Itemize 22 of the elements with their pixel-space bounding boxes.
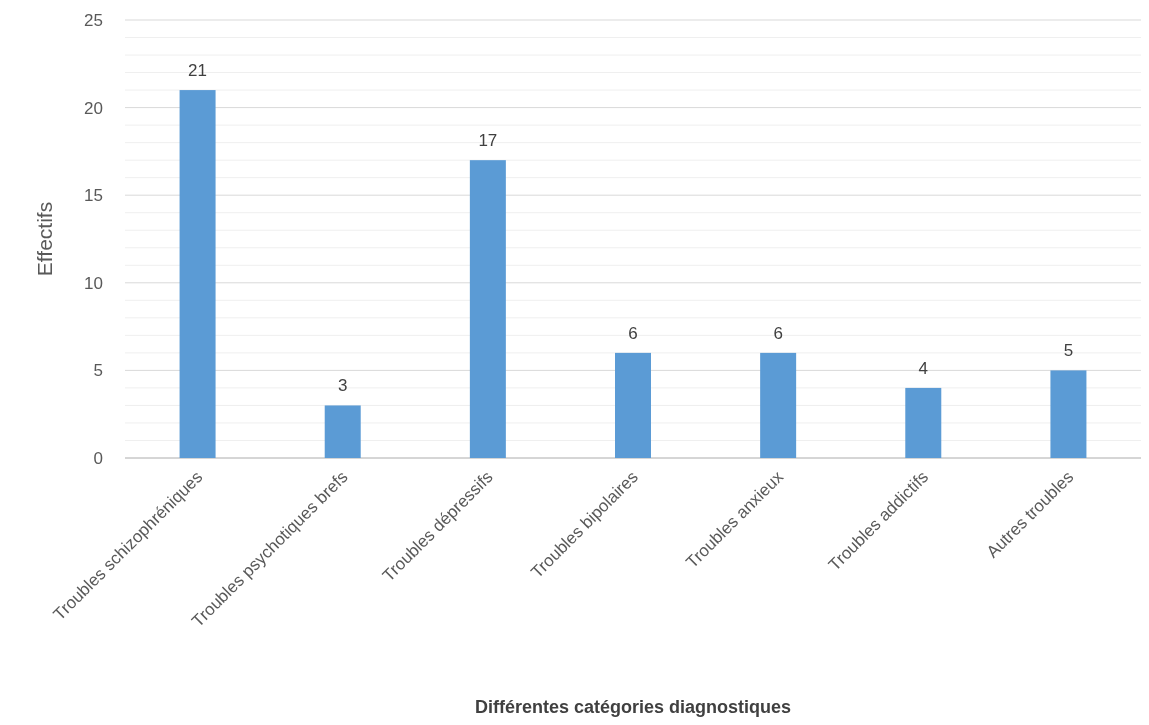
- y-tick-label: 10: [84, 273, 103, 293]
- x-axis-title: Différentes catégories diagnostiques: [474, 697, 792, 717]
- y-tick-label: 25: [84, 10, 103, 30]
- y-tick-label: 5: [93, 361, 103, 381]
- data-label: 21: [188, 61, 208, 81]
- y-tick-label: 0: [93, 448, 103, 468]
- bar: [615, 352, 651, 458]
- y-tick-label: 15: [84, 186, 103, 206]
- data-label: 6: [773, 323, 783, 343]
- data-label: 6: [628, 323, 638, 343]
- bar: [905, 387, 942, 458]
- bar: [324, 405, 361, 458]
- data-label: 4: [918, 358, 929, 378]
- bar: [179, 90, 216, 458]
- data-label: 17: [478, 131, 498, 151]
- data-label: 5: [1063, 341, 1074, 361]
- bar: [760, 352, 797, 458]
- y-axis-title: Effectifs: [33, 201, 56, 277]
- y-tick-label: 20: [84, 98, 103, 118]
- bar: [1050, 370, 1087, 458]
- data-label: 3: [337, 376, 348, 396]
- bar: [469, 160, 506, 458]
